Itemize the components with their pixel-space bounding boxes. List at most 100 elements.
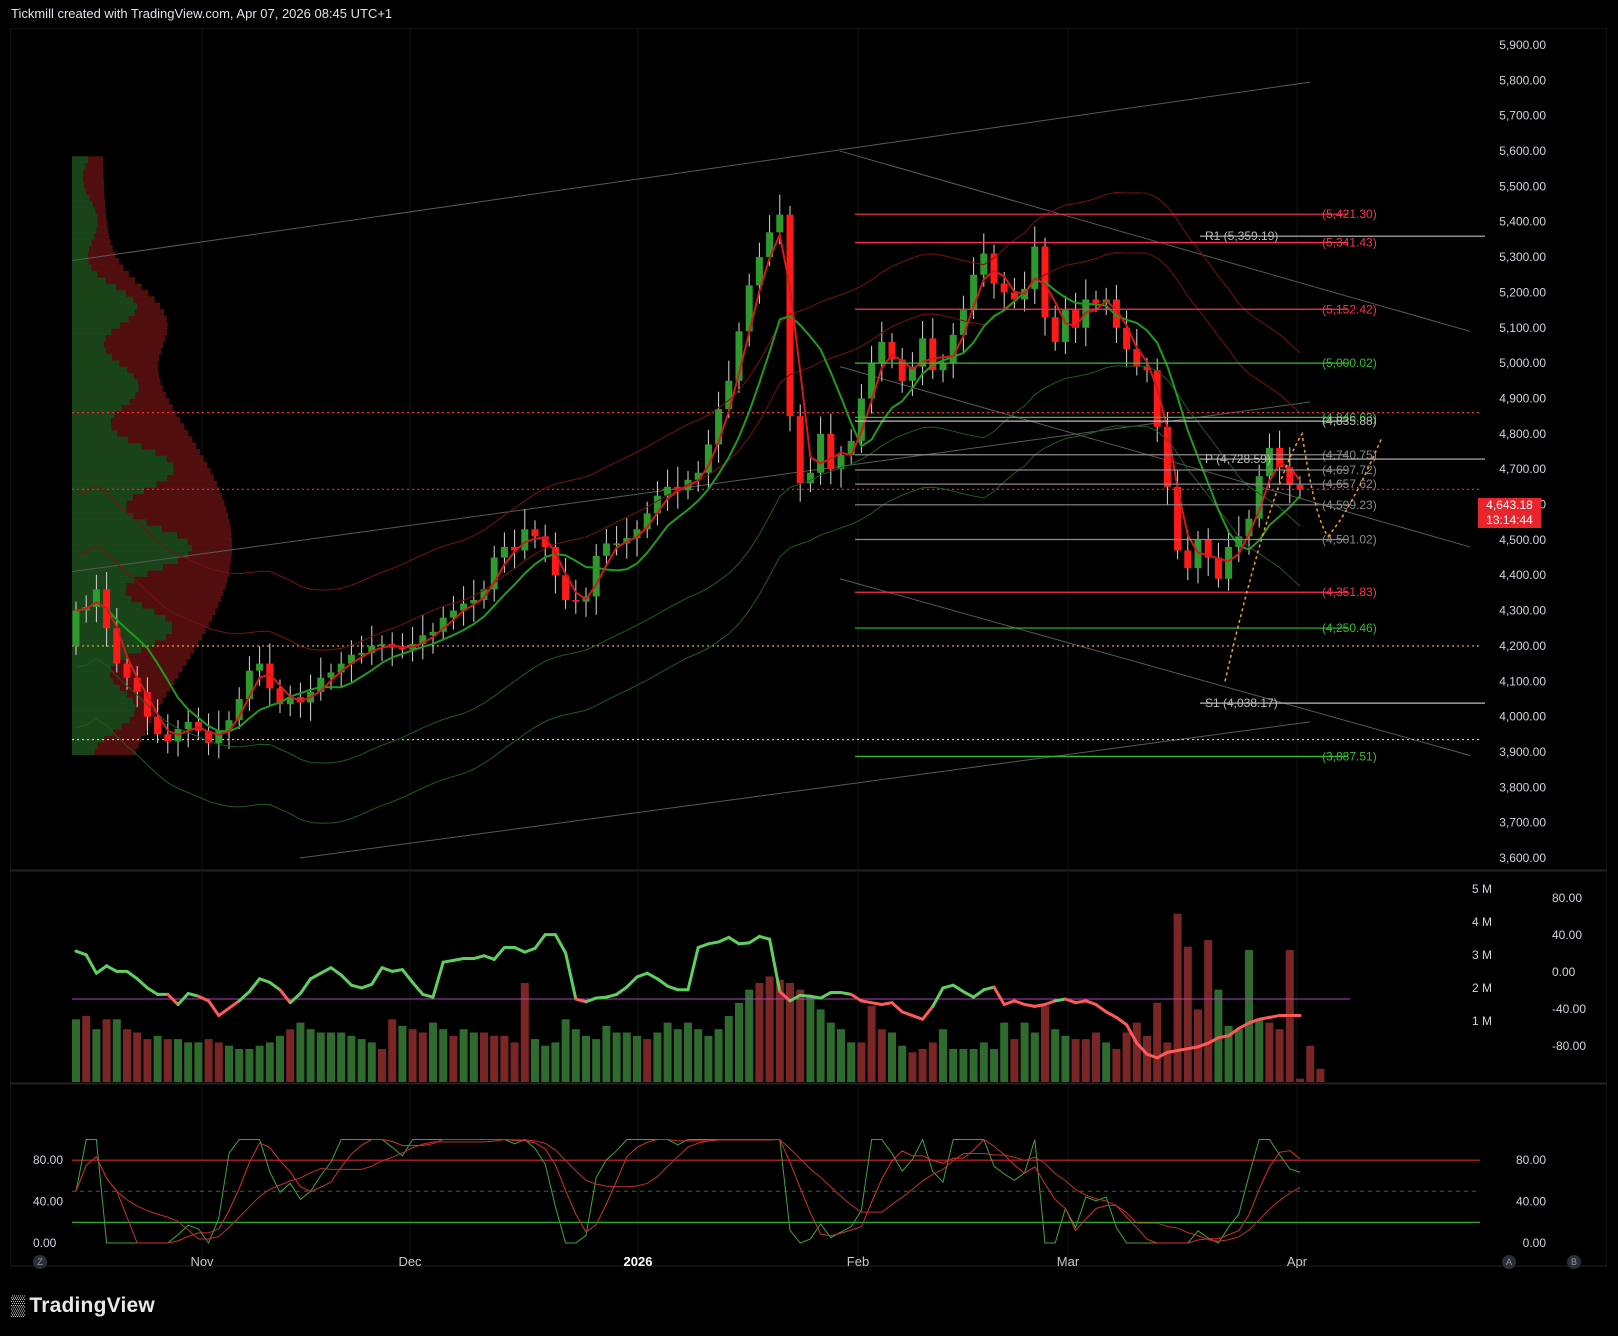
y-tick-label: 4,200.00	[1499, 639, 1546, 653]
volume-profile-bar	[72, 289, 127, 297]
band-line	[75, 252, 1301, 651]
volume-profile-bar	[72, 423, 112, 431]
volume-bar	[582, 1035, 590, 1082]
y-tick-label: 3,700.00	[1499, 816, 1546, 830]
candle-body	[429, 631, 437, 636]
volume-profile-bar	[95, 207, 106, 215]
oscillator-line-segment	[482, 954, 496, 961]
volume-profile-bar	[72, 378, 139, 386]
candle-body	[633, 529, 641, 539]
candle-body	[868, 363, 876, 399]
volume-profile-bar	[127, 366, 159, 374]
volume-profile-bar	[88, 258, 120, 266]
zoom-reset-button[interactable]: Z	[33, 1255, 47, 1269]
volume-bar	[163, 1039, 172, 1082]
volume-profile-bar	[72, 499, 127, 507]
volume-profile-bar	[163, 563, 231, 571]
y-tick-label: 4,000.00	[1499, 710, 1546, 724]
oscillator-line-segment	[1237, 1021, 1251, 1030]
candle-body	[1296, 485, 1304, 490]
auto-scale-button[interactable]: A	[1502, 1255, 1516, 1269]
volume-bar	[357, 1039, 366, 1082]
volume-profile-bar	[117, 658, 187, 666]
volume-profile-bar	[72, 544, 192, 552]
level-label: (3,887.51)	[1322, 749, 1377, 763]
volume-bar	[663, 1022, 672, 1082]
volume-profile-bar	[72, 213, 98, 221]
oscillator-line-segment	[135, 977, 149, 990]
volume-profile-bar	[83, 168, 104, 176]
y-tick-label: 4,800.00	[1499, 427, 1546, 441]
volume-profile-bar	[121, 722, 149, 730]
level-label: (5,000.02)	[1322, 356, 1377, 370]
price-chart[interactable]: Nov Dec 2026 Feb Mar Apr 5,900.00 5,800.00 5,700…	[10, 28, 1607, 1268]
y-tick-label: 5,600.00	[1499, 144, 1546, 158]
candle-body	[653, 495, 661, 514]
tradingview-logo[interactable]: ▒ TradingView	[11, 1294, 155, 1318]
volume-profile-bar	[128, 315, 167, 323]
volume-bar	[520, 983, 529, 1082]
volume-profile-bar	[72, 480, 157, 488]
oscillator-line-segment	[951, 983, 965, 994]
candle-body	[990, 253, 998, 284]
y-tick-label: 5,100.00	[1499, 321, 1546, 335]
volume-profile-bar	[72, 219, 98, 227]
volume-bar	[296, 1022, 305, 1082]
log-scale-button[interactable]: B	[1567, 1255, 1581, 1269]
oscillator-line-segment	[349, 983, 364, 990]
volume-profile-bar	[96, 226, 108, 234]
oscillator-line-segment	[268, 980, 282, 992]
volume-profile-bar	[165, 614, 213, 622]
volume-profile-bar	[72, 741, 99, 749]
oscillator-line-segment	[890, 1001, 904, 1014]
volume-profile-bar	[112, 728, 145, 736]
volume-profile-bar	[142, 601, 219, 609]
volume-bar	[1183, 946, 1192, 1082]
volume-profile-bar	[72, 684, 121, 692]
volume-profile-bar	[91, 264, 124, 272]
volume-profile-bar	[72, 283, 117, 291]
volume-profile-bar	[72, 728, 113, 736]
volume-bar	[633, 1035, 641, 1082]
candle-body	[205, 730, 213, 744]
volume-axis-label: 1 M	[1472, 1014, 1492, 1028]
volume-bar	[388, 1019, 397, 1082]
volume-profile-bar	[72, 569, 148, 577]
volume-bar	[684, 1022, 692, 1082]
volume-bar	[439, 1029, 448, 1082]
candle-body	[337, 663, 345, 673]
volume-profile-bar	[166, 633, 203, 641]
volume-bar	[847, 1042, 856, 1082]
candle-body	[398, 647, 406, 650]
volume-bar	[316, 1032, 325, 1082]
candle-body	[1235, 536, 1243, 547]
volume-bar	[490, 1035, 499, 1082]
volume-profile-bar	[127, 436, 193, 444]
volume-profile-bar	[72, 162, 86, 170]
volume-profile-bar	[72, 417, 112, 425]
volume-axis-label: 5 M	[1472, 882, 1492, 896]
volume-profile-bar	[156, 480, 217, 488]
volume-profile-bar	[134, 372, 159, 380]
volume-bar	[806, 996, 815, 1082]
volume-profile-bar	[72, 207, 96, 215]
candle-body	[480, 589, 488, 600]
oscillator-line-segment	[941, 983, 955, 990]
volume-bar	[877, 1029, 886, 1082]
volume-profile-bar	[138, 378, 161, 386]
volume-profile-bar	[111, 328, 168, 336]
volume-bar	[153, 1035, 162, 1082]
volume-profile-bar	[113, 677, 175, 685]
volume-bar	[1224, 1025, 1233, 1082]
volume-bar	[1071, 1039, 1080, 1082]
candle-body	[766, 232, 774, 258]
volume-axis-label: 3 M	[1472, 948, 1492, 962]
candle-body	[1031, 246, 1039, 289]
volume-bar	[327, 1032, 335, 1082]
volume-profile-bar	[85, 162, 104, 170]
volume-profile-bar	[88, 156, 104, 164]
volume-profile-bar	[72, 226, 97, 234]
oscillator-line-segment	[1155, 1050, 1169, 1060]
volume-profile-bar	[126, 582, 226, 590]
volume-bar	[1265, 1022, 1274, 1082]
